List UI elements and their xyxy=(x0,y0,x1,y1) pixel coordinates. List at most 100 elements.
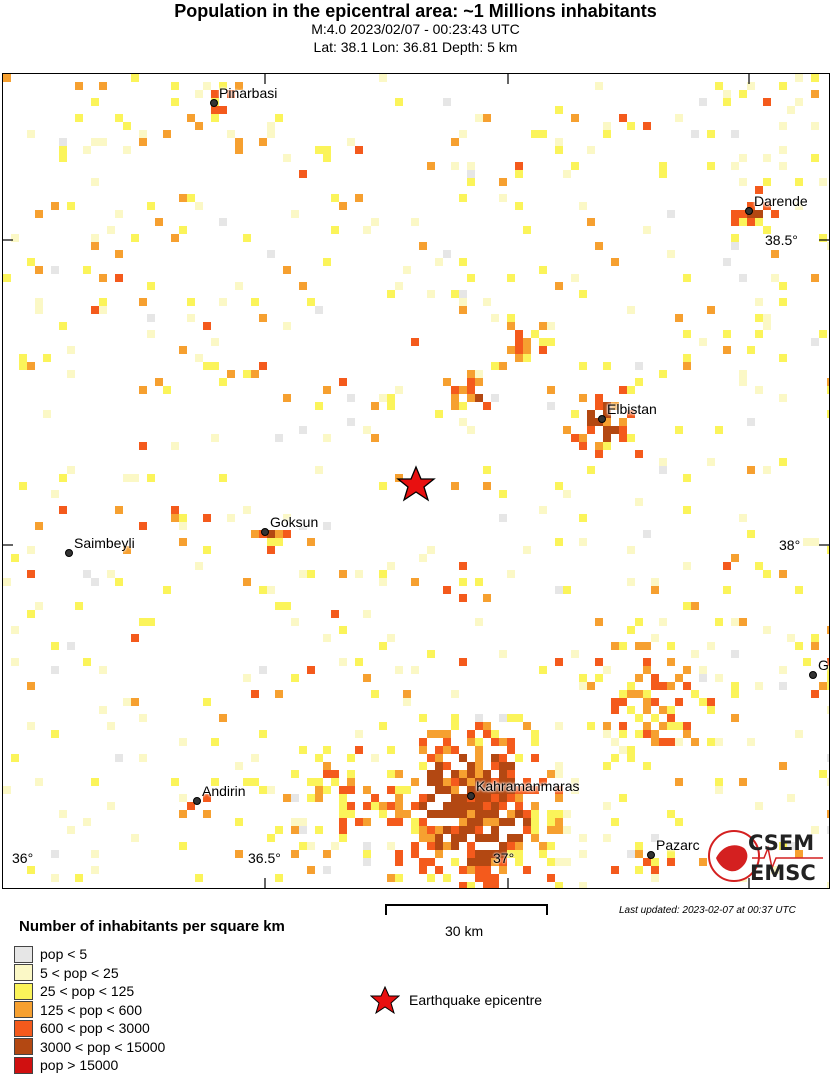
population-cell xyxy=(35,778,43,786)
population-cell xyxy=(467,170,475,178)
population-cell xyxy=(83,818,91,826)
population-cell xyxy=(459,402,467,410)
population-cell xyxy=(459,194,467,202)
population-cell xyxy=(571,778,579,786)
population-cell xyxy=(723,562,731,570)
population-cell xyxy=(123,474,131,482)
population-cell xyxy=(475,770,483,778)
population-cell xyxy=(51,202,59,210)
population-cell xyxy=(595,450,603,458)
population-cell xyxy=(467,826,475,834)
population-cell xyxy=(659,370,667,378)
population-map[interactable]: Pinarbasi Darende Elbistan Goksun Saimbeyli A… xyxy=(2,73,830,889)
population-cell xyxy=(427,874,435,882)
population-cell xyxy=(611,738,619,746)
population-cell xyxy=(307,570,315,578)
population-cell xyxy=(419,794,427,802)
population-cell xyxy=(371,802,379,810)
population-cell xyxy=(539,346,547,354)
population-cell xyxy=(355,146,363,154)
population-cell xyxy=(531,730,539,738)
population-cell xyxy=(651,866,659,874)
population-cell xyxy=(811,690,819,698)
population-cell xyxy=(827,666,829,674)
population-cell xyxy=(787,634,795,642)
population-cell xyxy=(283,266,291,274)
population-cell xyxy=(555,658,563,666)
population-cell xyxy=(707,130,715,138)
population-cell xyxy=(259,730,267,738)
legend-item: 3000 < pop < 15000 xyxy=(14,1038,165,1056)
population-cell xyxy=(91,98,99,106)
population-cell xyxy=(339,202,347,210)
population-cell xyxy=(827,674,829,682)
legend-swatch xyxy=(14,1019,33,1037)
population-cell xyxy=(451,290,459,298)
legend-label: 25 < pop < 125 xyxy=(40,983,135,999)
city-label: Elbistan xyxy=(607,401,657,417)
population-cell xyxy=(91,778,99,786)
population-cell xyxy=(435,258,443,266)
population-cell xyxy=(739,274,747,282)
population-cell xyxy=(395,282,403,290)
population-cell xyxy=(27,258,35,266)
population-cell xyxy=(435,842,443,850)
population-cell xyxy=(147,618,155,626)
population-cell xyxy=(731,714,739,722)
population-cell xyxy=(611,402,619,410)
population-cell xyxy=(715,674,723,682)
population-cell xyxy=(131,834,139,842)
city-marker xyxy=(261,528,269,536)
population-cell xyxy=(827,826,829,834)
population-cell xyxy=(11,658,19,666)
population-cell xyxy=(163,586,171,594)
population-cell xyxy=(91,138,99,146)
population-cell xyxy=(507,770,515,778)
population-cell xyxy=(99,298,107,306)
population-cell xyxy=(451,858,459,866)
population-cell xyxy=(739,370,747,378)
population-cell xyxy=(507,786,515,794)
population-cell xyxy=(707,706,715,714)
population-cell xyxy=(379,74,387,82)
population-cell xyxy=(619,794,627,802)
population-cell xyxy=(363,858,371,866)
population-cell xyxy=(123,546,131,554)
population-cell xyxy=(779,146,787,154)
population-cell xyxy=(563,490,571,498)
population-cell xyxy=(627,434,635,442)
population-cell xyxy=(715,426,723,434)
population-cell xyxy=(451,138,459,146)
population-cell xyxy=(283,794,291,802)
population-cell xyxy=(227,370,235,378)
population-cell xyxy=(651,738,659,746)
population-cell xyxy=(595,82,603,90)
population-cell xyxy=(603,426,611,434)
red-star-icon xyxy=(370,985,400,1015)
population-cell xyxy=(475,786,483,794)
population-cell xyxy=(411,338,419,346)
population-cell xyxy=(635,842,643,850)
population-cell xyxy=(491,882,499,888)
population-cell xyxy=(419,714,427,722)
population-cell xyxy=(67,202,75,210)
population-cell xyxy=(427,546,435,554)
population-cell xyxy=(107,570,115,578)
population-cell xyxy=(219,714,227,722)
population-cell xyxy=(475,802,483,810)
population-cell xyxy=(139,442,147,450)
population-cell xyxy=(483,466,491,474)
population-cell xyxy=(771,250,779,258)
population-cell xyxy=(731,234,739,242)
population-cell xyxy=(603,410,611,418)
population-cell xyxy=(11,626,19,634)
population-cell xyxy=(795,586,803,594)
population-cell xyxy=(411,818,419,826)
population-cell xyxy=(67,346,75,354)
population-cell xyxy=(443,250,451,258)
population-cell xyxy=(251,690,259,698)
population-cell xyxy=(827,682,829,690)
population-cell xyxy=(131,234,139,242)
population-cell xyxy=(491,778,499,786)
population-cell xyxy=(219,298,227,306)
